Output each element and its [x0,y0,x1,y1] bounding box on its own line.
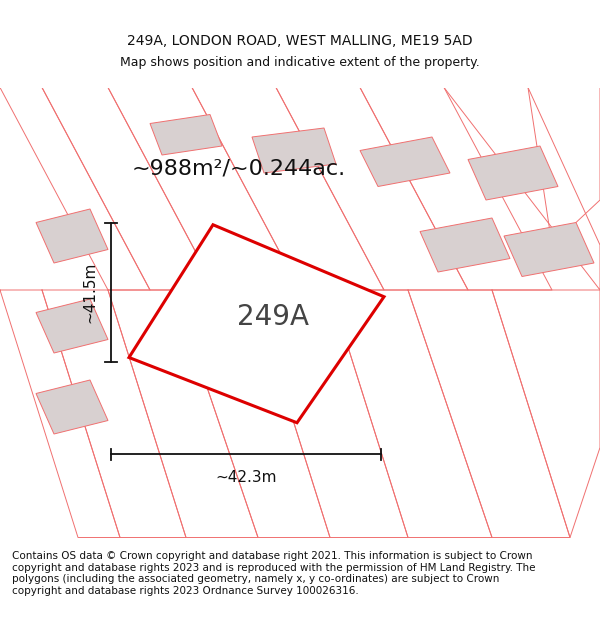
Polygon shape [420,218,510,272]
Polygon shape [210,259,300,312]
Polygon shape [129,225,384,422]
Text: 249A, LONDON ROAD, WEST MALLING, ME19 5AD: 249A, LONDON ROAD, WEST MALLING, ME19 5A… [127,34,473,48]
Polygon shape [360,137,450,186]
Text: Contains OS data © Crown copyright and database right 2021. This information is : Contains OS data © Crown copyright and d… [0,624,1,625]
Polygon shape [36,209,108,263]
Text: ~988m²/~0.244ac.: ~988m²/~0.244ac. [132,159,346,179]
Polygon shape [504,222,594,276]
Text: ~42.3m: ~42.3m [215,470,277,485]
Polygon shape [36,299,108,353]
Polygon shape [270,290,360,344]
Text: ~41.5m: ~41.5m [83,261,98,323]
Polygon shape [150,114,222,155]
Polygon shape [252,128,336,173]
Polygon shape [468,146,558,200]
Text: 249A: 249A [237,303,309,331]
Text: Contains OS data © Crown copyright and database right 2021. This information is : Contains OS data © Crown copyright and d… [12,551,536,596]
Text: Map shows position and indicative extent of the property.: Map shows position and indicative extent… [120,56,480,69]
Polygon shape [36,380,108,434]
